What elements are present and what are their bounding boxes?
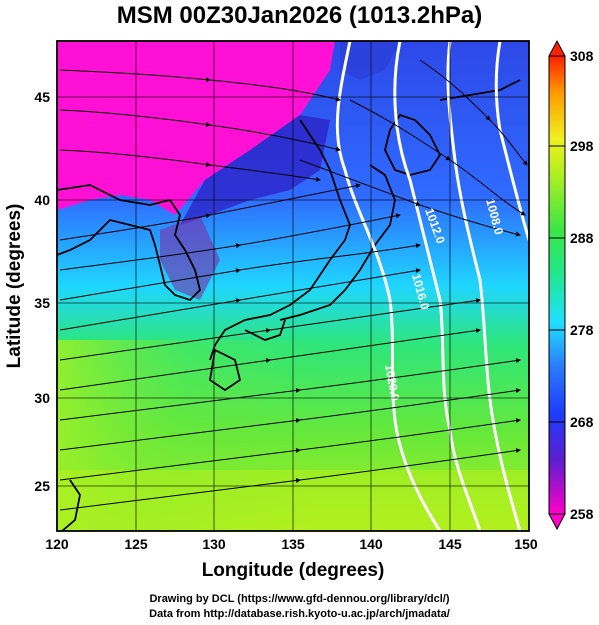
colorbar-tick-label: 298 xyxy=(570,138,594,154)
x-tick-label: 135 xyxy=(281,536,305,552)
x-tick-label: 140 xyxy=(359,536,383,552)
x-tick-label: 145 xyxy=(438,536,462,552)
colorbar: 308 298 288 278 268 258 xyxy=(548,39,594,531)
credits-line-1: Drawing by DCL (https://www.gfd-dennou.o… xyxy=(149,593,450,605)
colorbar-tick-label: 258 xyxy=(570,506,594,522)
y-tick-label: 40 xyxy=(34,192,50,208)
x-tick-label: 120 xyxy=(45,536,69,552)
y-axis-title: Latitude (degrees) xyxy=(4,204,25,369)
x-tick-label: 125 xyxy=(124,536,148,552)
x-tick-label: 150 xyxy=(514,536,538,552)
colorbar-tick-label: 268 xyxy=(570,414,594,430)
y-tick-label: 45 xyxy=(34,89,50,105)
colorbar-max-arrow xyxy=(548,39,566,57)
colorbar-tick-label: 308 xyxy=(570,48,594,64)
plot-frame xyxy=(56,40,530,532)
x-axis-title: Longitude (degrees) xyxy=(202,560,385,581)
colorbar-gradient xyxy=(548,55,566,515)
wind-streamlines xyxy=(59,59,528,511)
contour-label-1020: 1020.0 xyxy=(382,363,402,402)
y-ticks: 25 30 35 40 45 xyxy=(34,89,50,494)
credits: Drawing by DCL (https://www.gfd-dennou.o… xyxy=(0,592,599,622)
colorbar-min-arrow xyxy=(548,513,566,531)
map-title: MSM 00Z30Jan2026 (1013.2hPa) xyxy=(116,2,483,29)
lat-lon-grid xyxy=(57,41,529,531)
x-ticks: 120 125 130 135 140 145 150 xyxy=(45,536,538,552)
y-tick-label: 25 xyxy=(34,478,50,494)
colorbar-tick-label: 288 xyxy=(570,230,594,246)
colorbar-tick-label: 278 xyxy=(570,322,594,338)
y-tick-label: 30 xyxy=(34,390,50,406)
x-tick-label: 130 xyxy=(202,536,226,552)
y-tick-label: 35 xyxy=(34,295,50,311)
credits-line-2: Data from http://database.rish.kyoto-u.a… xyxy=(149,608,450,620)
